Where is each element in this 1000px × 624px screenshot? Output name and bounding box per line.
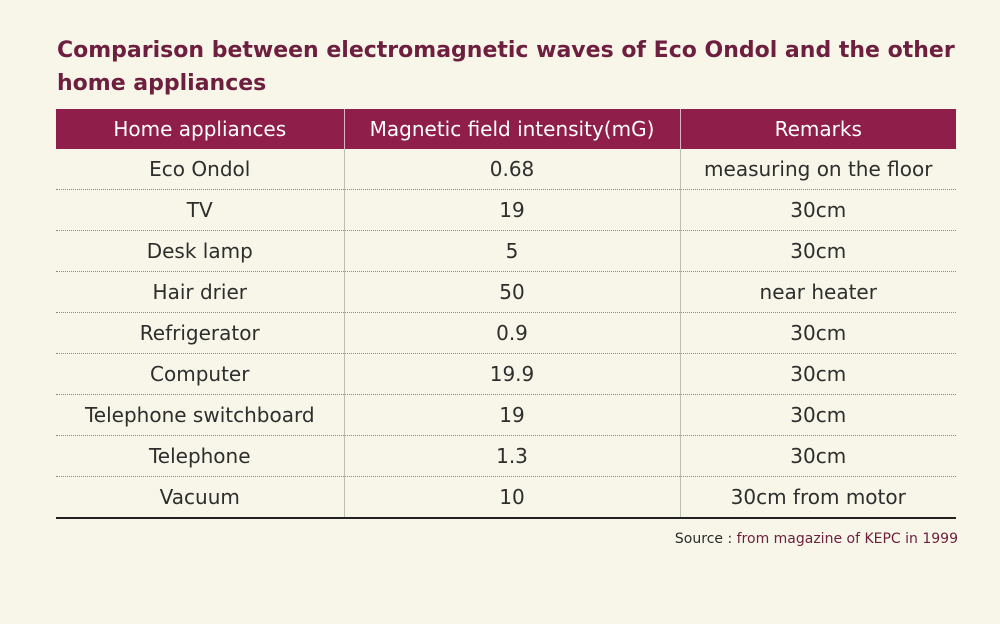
source-label: Source :: [674, 531, 737, 547]
cell-appliance: Computer: [56, 353, 344, 395]
column-header-remarks: Remarks: [679, 109, 956, 149]
source-text: from magazine of KEPC in 1999: [736, 531, 958, 547]
table-row: Hair drier 50 near heater: [56, 271, 956, 313]
table-row: Desk lamp 5 30cm: [56, 230, 956, 272]
cell-appliance: TV: [56, 189, 344, 231]
page-title: Comparison between electromagnetic waves…: [57, 38, 955, 96]
table-row: Eco Ondol 0.68 measuring on the floor: [56, 149, 956, 190]
cell-intensity: 5: [343, 230, 680, 272]
cell-remarks: 30cm: [679, 435, 956, 477]
column-header-appliances: Home appliances: [56, 109, 344, 149]
cell-appliance: Eco Ondol: [56, 149, 344, 190]
comparison-table: Home appliances Magnetic field intensity…: [56, 109, 956, 519]
cell-remarks: 30cm: [679, 230, 956, 272]
cell-appliance: Vacuum: [56, 476, 344, 519]
cell-remarks: near heater: [679, 271, 956, 313]
source-note: Source : from magazine of KEPC in 1999: [675, 531, 958, 547]
column-header-intensity: Magnetic field intensity(mG): [343, 109, 680, 149]
cell-intensity: 1.3: [343, 435, 680, 477]
cell-remarks: measuring on the floor: [679, 149, 956, 190]
table-header-row: Home appliances Magnetic field intensity…: [56, 109, 956, 149]
table-row: Telephone switchboard 19 30cm: [56, 394, 956, 436]
cell-appliance: Telephone: [56, 435, 344, 477]
cell-intensity: 19.9: [343, 353, 680, 395]
cell-appliance: Refrigerator: [56, 312, 344, 354]
cell-remarks: 30cm from motor: [679, 476, 956, 519]
cell-appliance: Hair drier: [56, 271, 344, 313]
table-row: Refrigerator 0.9 30cm: [56, 312, 956, 354]
cell-appliance: Telephone switchboard: [56, 394, 344, 436]
table-row: Computer 19.9 30cm: [56, 353, 956, 395]
cell-intensity: 10: [343, 476, 680, 519]
cell-appliance: Desk lamp: [56, 230, 344, 272]
cell-intensity: 0.68: [343, 149, 680, 190]
cell-remarks: 30cm: [679, 353, 956, 395]
table-row: TV 19 30cm: [56, 189, 956, 231]
table-row: Vacuum 10 30cm from motor: [56, 476, 956, 519]
cell-remarks: 30cm: [679, 394, 956, 436]
cell-remarks: 30cm: [679, 312, 956, 354]
cell-remarks: 30cm: [679, 189, 956, 231]
cell-intensity: 0.9: [343, 312, 680, 354]
table-row: Telephone 1.3 30cm: [56, 435, 956, 477]
cell-intensity: 50: [343, 271, 680, 313]
cell-intensity: 19: [343, 394, 680, 436]
cell-intensity: 19: [343, 189, 680, 231]
